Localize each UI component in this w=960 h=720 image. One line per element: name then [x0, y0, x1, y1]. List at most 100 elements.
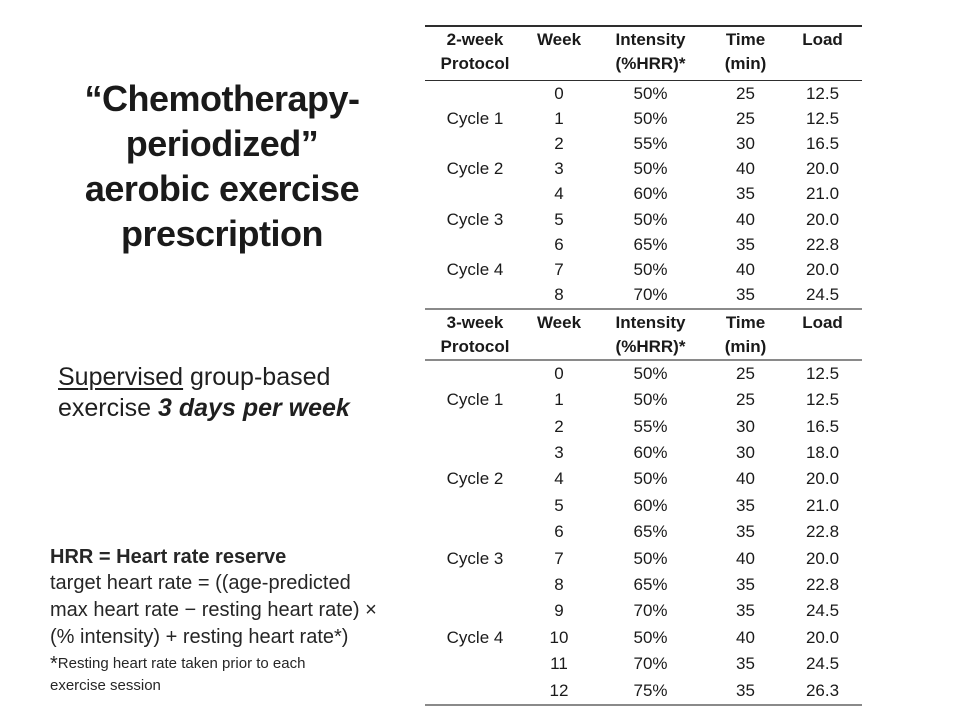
table-row: 9 70% 35 24.5	[425, 598, 862, 624]
table-cell: 50%	[633, 469, 668, 489]
table-cell: 24.5	[805, 601, 840, 621]
table-cell: 24.5	[805, 654, 840, 674]
table-cell: 20.0	[805, 627, 840, 647]
header-row: 3-week Protocol Week Intensity (%HRR)* Time (m…	[425, 307, 862, 361]
column-header: Load	[783, 25, 862, 81]
table-cell: 35	[736, 575, 755, 594]
table-cell: 20.0	[805, 209, 840, 229]
table-cell: 12	[525, 677, 593, 706]
table-cell: 35	[708, 677, 783, 706]
column-header: Time (min)	[708, 25, 783, 81]
cycle-cell	[425, 360, 525, 387]
table-cell: 50%	[633, 159, 668, 179]
table-cell: 21.0	[805, 495, 840, 515]
table-cell: 40	[736, 627, 755, 647]
table-row: 8 65% 35 22.8	[425, 572, 862, 598]
column-header: Week	[525, 307, 593, 361]
table-row: 6 65% 35 22.8	[425, 232, 862, 257]
table-cell: 12.5	[805, 363, 840, 383]
table-cell: 70%	[633, 654, 668, 674]
table-cell: 3	[554, 443, 564, 463]
footnote: HRR = Heart rate reserve target heart ra…	[50, 544, 420, 696]
table-cell: 40	[736, 209, 755, 229]
table-cell: 2	[554, 416, 564, 436]
table-cell: 40	[736, 548, 755, 568]
table-row: 0 50% 25 12.5	[425, 81, 862, 107]
footnote-formula-line: (% intensity) + resting heart rate*)	[50, 626, 349, 648]
table-cell: 12.5	[805, 390, 840, 410]
table-row: Cycle 4 10 50% 40 20.0	[425, 625, 862, 651]
table-row: Cycle 3 7 50% 40 20.0	[425, 545, 862, 571]
table-row: Cycle 4 7 50% 40 20.0	[425, 257, 862, 282]
table-cell: 7	[554, 548, 564, 568]
subtitle-text: exercise	[58, 394, 159, 422]
table-cell: 12.5	[805, 108, 840, 128]
table-cell: 30	[736, 443, 755, 463]
table-cell: 12.5	[805, 83, 840, 103]
table-cell: 7	[554, 259, 564, 279]
table-cell: 30	[736, 133, 755, 153]
table-cell: 75%	[593, 677, 708, 706]
column-header: Week	[525, 25, 593, 81]
table-cell: 1	[554, 108, 564, 128]
cycle-cell	[425, 413, 525, 439]
column-header: Intensity (%HRR)*	[593, 25, 708, 81]
table-cell: 65%	[633, 234, 668, 254]
table-cell: 26.3	[783, 677, 862, 706]
cycle-cell	[425, 81, 525, 107]
table-cell: 22.8	[805, 234, 840, 254]
table-cell: 70%	[633, 601, 668, 621]
table-cell: 40	[736, 259, 755, 279]
cycle-cell	[425, 651, 525, 677]
column-header: 3-week Protocol	[425, 307, 525, 361]
table-row: Cycle 3 5 50% 40 20.0	[425, 207, 862, 232]
table-cell: 8	[554, 285, 564, 305]
table-row: 12 75% 35 26.3	[425, 677, 862, 706]
table-cell: 50%	[633, 108, 668, 128]
table-cell: 50%	[633, 390, 668, 410]
table-cell: 35	[736, 601, 755, 621]
table-row: Cycle 1 1 50% 25 12.5	[425, 387, 862, 413]
table-cell: 35	[736, 654, 755, 674]
table-row: 8 70% 35 24.5	[425, 283, 862, 308]
table-cell: 4	[554, 469, 564, 489]
table-cell: 70%	[633, 285, 668, 305]
footnote-formula-line: target heart rate = ((age-predicted	[50, 572, 351, 594]
table-cell: 25	[736, 108, 755, 128]
table-cell: 11	[550, 654, 568, 674]
cycle-cell: Cycle 3	[446, 209, 504, 229]
table-row: 2 55% 30 16.5	[425, 413, 862, 439]
table-cell: 55%	[633, 416, 668, 436]
table-cell: 20.0	[805, 259, 840, 279]
table-cell: 10	[549, 627, 569, 647]
title-line: aerobic exercise	[84, 168, 360, 209]
table-cell: 65%	[633, 522, 668, 542]
table-row: Cycle 2 3 50% 40 20.0	[425, 157, 862, 182]
title-line: “Chemotherapy-	[84, 78, 360, 119]
table-row: 4 60% 35 21.0	[425, 182, 862, 207]
table-cell: 60%	[633, 443, 668, 463]
header-row: 2-week Protocol Week Intensity (%HRR)* Time (m…	[425, 25, 862, 81]
subtitle-line: Supervised group-based	[58, 362, 428, 393]
cycle-cell: Cycle 4	[446, 259, 504, 279]
table-cell: 6	[554, 234, 564, 254]
table-cell: 24.5	[805, 285, 840, 305]
subtitle-underlined-text: Supervised	[58, 363, 184, 391]
table-cell: 20.0	[805, 469, 840, 489]
table-cell: 8	[554, 575, 564, 594]
table-cell: 60%	[633, 184, 668, 204]
title-line: prescription	[120, 213, 324, 254]
table-cell: 60%	[633, 495, 668, 515]
table-cell: 35	[736, 495, 755, 515]
table-cell: 25	[736, 363, 755, 383]
cycle-cell: Cycle 2	[446, 469, 504, 489]
table-row: 3 60% 30 18.0	[425, 440, 862, 466]
table-row: 6 65% 35 22.8	[425, 519, 862, 545]
subtitle-line: exercise 3 days per week	[58, 393, 428, 424]
footnote-note-text: exercise session	[50, 677, 161, 694]
table-cell: 35	[736, 285, 755, 305]
cycle-cell: Cycle 2	[446, 159, 504, 179]
table-cell: 35	[736, 234, 755, 254]
column-header: Intensity (%HRR)*	[593, 307, 708, 361]
table-cell: 2	[554, 133, 564, 153]
